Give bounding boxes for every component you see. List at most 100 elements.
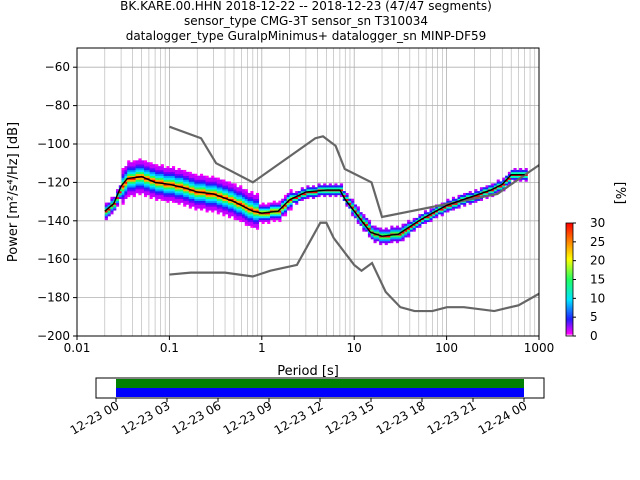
heatmap-cell xyxy=(171,192,176,196)
heatmap-cell xyxy=(169,194,173,198)
heatmap-cell xyxy=(185,179,190,182)
heatmap-cell xyxy=(267,216,271,219)
heatmap-cell xyxy=(219,183,223,186)
heatmap-cell xyxy=(423,217,428,221)
heatmap-cell xyxy=(253,225,257,228)
heatmap-cell xyxy=(465,194,470,198)
heatmap-cell xyxy=(146,169,150,173)
heatmap-cell xyxy=(169,181,173,184)
heatmap-cell xyxy=(146,173,150,176)
heatmap-cell xyxy=(127,160,131,163)
x-tick-label: 1000 xyxy=(524,341,555,355)
heatmap-cell xyxy=(451,208,456,211)
heatmap-cell xyxy=(286,206,290,209)
heatmap-cell xyxy=(104,214,108,217)
heatmap-cell xyxy=(174,183,178,186)
heatmap-cell xyxy=(205,210,209,213)
heatmap-cell xyxy=(479,198,483,201)
heatmap-cell xyxy=(295,200,299,203)
heatmap-cell xyxy=(311,192,316,196)
heatmap-cell xyxy=(286,196,290,200)
heatmap-cell xyxy=(317,187,321,190)
heatmap-cell xyxy=(429,217,433,221)
heatmap-cell xyxy=(185,191,190,194)
heatmap-cell xyxy=(488,192,492,196)
heatmap-cell xyxy=(174,181,178,184)
y-axis-ticks: −60 −80 −100 −120 −140 −160 −180 −200 xyxy=(37,60,77,343)
heatmap-cell xyxy=(124,183,128,186)
heatmap-cell xyxy=(211,196,215,200)
heatmap-cell xyxy=(132,177,136,180)
noise-model-high-line xyxy=(169,125,540,219)
heatmap-cell xyxy=(222,181,226,184)
heatmap-cell xyxy=(398,227,402,230)
heatmap-cell xyxy=(132,187,136,190)
heatmap-cell xyxy=(278,216,282,219)
heatmap-cell xyxy=(415,219,419,223)
heatmap-cell xyxy=(485,185,489,188)
heatmap-cell xyxy=(339,183,344,186)
heatmap-cell xyxy=(183,177,187,180)
heatmap-cell xyxy=(409,225,414,228)
heatmap-cell xyxy=(393,229,397,232)
heatmap-cell xyxy=(463,204,467,207)
heatmap-cell xyxy=(331,192,335,196)
heatmap-cell xyxy=(174,194,178,198)
heatmap-cell xyxy=(149,177,153,180)
heatmap-cell xyxy=(253,214,257,217)
heatmap-cell xyxy=(356,217,360,221)
heatmap-cell xyxy=(493,183,497,186)
heatmap-cell xyxy=(205,198,209,201)
heatmap-cell xyxy=(339,194,344,198)
heatmap-cell xyxy=(264,210,268,213)
heatmap-cell xyxy=(149,189,153,192)
heatmap-cell xyxy=(233,212,237,215)
heatmap-cell xyxy=(258,217,262,221)
heatmap-cell xyxy=(208,189,212,192)
heatmap-cell xyxy=(398,237,402,240)
heatmap-cell xyxy=(208,204,212,207)
heatmap-cell xyxy=(244,191,248,194)
heatmap-cell xyxy=(460,196,464,200)
heatmap-cell xyxy=(351,198,355,201)
heatmap-cell xyxy=(180,187,184,190)
heatmap-cell xyxy=(163,185,167,188)
heatmap-cell xyxy=(485,196,489,200)
heatmap-cell xyxy=(202,204,206,207)
heatmap-cell xyxy=(194,198,198,201)
heatmap-cell xyxy=(197,183,201,186)
heatmap-cell xyxy=(477,198,481,201)
heatmap-cell xyxy=(166,175,170,178)
heatmap-cell xyxy=(169,192,173,196)
heatmap-cell xyxy=(244,217,248,221)
heatmap-cell xyxy=(121,177,125,180)
heatmap-cell xyxy=(244,208,248,211)
heatmap-cell xyxy=(230,206,234,209)
heatmap-cell xyxy=(255,227,260,230)
heatmap-cell xyxy=(250,221,254,224)
heatmap-cell xyxy=(253,216,257,219)
heatmap-cell xyxy=(244,192,248,196)
heatmap-cell xyxy=(149,168,153,171)
heatmap-cell xyxy=(244,210,248,213)
heatmap-cell xyxy=(135,183,139,186)
heatmap-cell xyxy=(138,166,142,169)
heatmap-cell xyxy=(199,200,204,203)
heatmap-cell xyxy=(236,212,240,215)
heatmap-cell xyxy=(135,169,139,173)
heatmap-cell xyxy=(457,204,461,207)
heatmap-cell xyxy=(216,183,220,186)
heatmap-cell xyxy=(141,160,145,163)
heatmap-cell xyxy=(334,191,338,194)
heatmap-cell xyxy=(463,194,467,198)
heatmap-cell xyxy=(275,212,279,215)
heatmap-cell xyxy=(239,208,243,211)
heatmap-cell xyxy=(144,166,148,169)
heatmap-cell xyxy=(208,177,212,180)
heatmap-cell xyxy=(188,191,192,194)
heatmap-cell xyxy=(432,216,436,219)
heatmap-cell xyxy=(180,198,184,201)
heatmap-cell xyxy=(152,194,156,198)
heatmap-cell xyxy=(110,202,114,205)
